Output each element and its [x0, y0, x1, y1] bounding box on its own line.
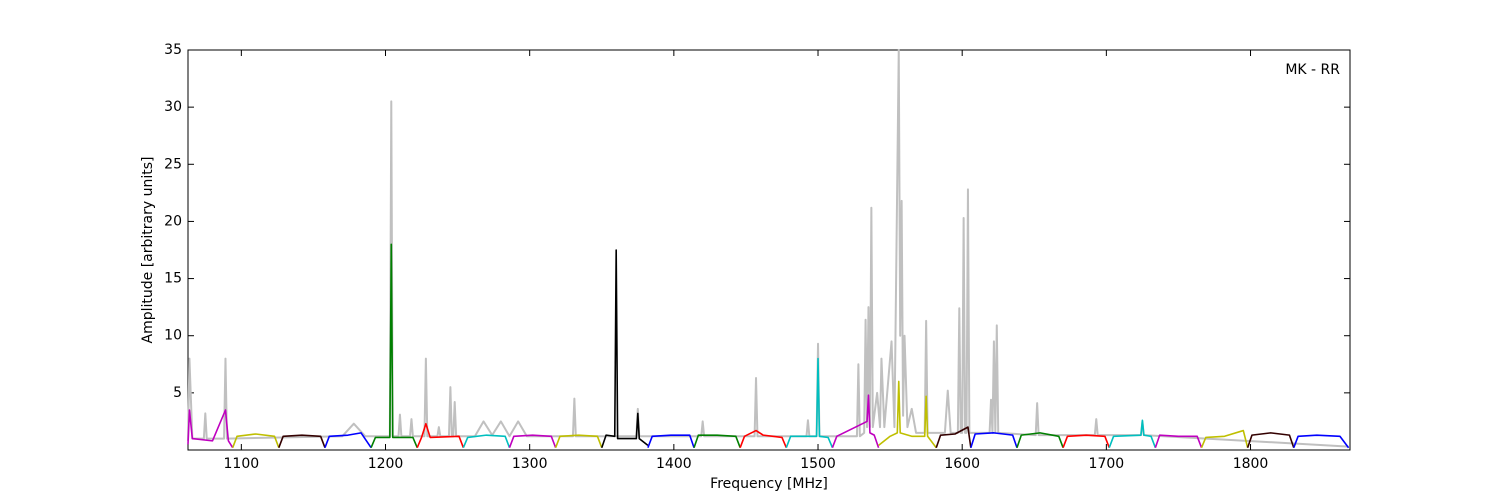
annotation: MK - RR: [1285, 62, 1340, 78]
band-spectrum: [739, 429, 788, 449]
background-spectrum: [187, 49, 1349, 448]
x-tick-label: 1200: [368, 456, 404, 472]
band-spectrum: [554, 434, 603, 448]
band-spectrum: [1016, 432, 1064, 448]
y-axis-label: Amplitude [arbitrary units]: [140, 157, 156, 344]
y-tick-label: 30: [164, 99, 182, 115]
y-tick-label: 20: [164, 213, 182, 229]
band-spectrum: [1293, 434, 1350, 449]
band-spectrum: [231, 433, 280, 448]
x-tick-label: 1400: [656, 456, 692, 472]
band-spectrum: [1154, 434, 1203, 448]
x-axis-label: Frequency [MHz]: [710, 476, 828, 492]
band-spectrum: [370, 243, 418, 449]
band-spectrum: [1200, 429, 1249, 449]
band-spectrum: [508, 434, 557, 448]
x-tick-label: 1100: [224, 456, 260, 472]
x-tick-label: 1600: [944, 456, 980, 472]
y-tick-label: 10: [164, 328, 182, 344]
band-spectrum: [878, 380, 937, 449]
x-tick-label: 1800: [1233, 456, 1269, 472]
band-spectrum: [970, 432, 1018, 448]
band-spectrum: [693, 434, 741, 448]
band-spectrum: [785, 357, 834, 449]
band-spectrum: [831, 394, 880, 448]
x-tick-label: 1500: [800, 456, 836, 472]
y-tick-label: 25: [164, 156, 182, 172]
band-spectrum: [601, 249, 649, 448]
y-tick-label: 5: [173, 385, 182, 401]
band-spectrum: [324, 432, 372, 449]
y-tick-label: 35: [164, 42, 182, 58]
band-spectrum: [416, 422, 465, 449]
x-tick-label: 1700: [1089, 456, 1125, 472]
band-spectrum: [278, 434, 326, 448]
band-spectrum: [935, 426, 972, 448]
y-tick-label: 15: [164, 271, 182, 287]
band-spectrum: [1108, 419, 1157, 448]
x-tick-label: 1300: [512, 456, 548, 472]
band-spectrum: [1246, 432, 1295, 448]
plot-frame: [187, 49, 1351, 451]
band-spectrum: [1062, 434, 1110, 448]
band-spectrum: [187, 409, 234, 449]
band-spectrum: [462, 434, 511, 449]
band-spectrum: [647, 434, 695, 448]
